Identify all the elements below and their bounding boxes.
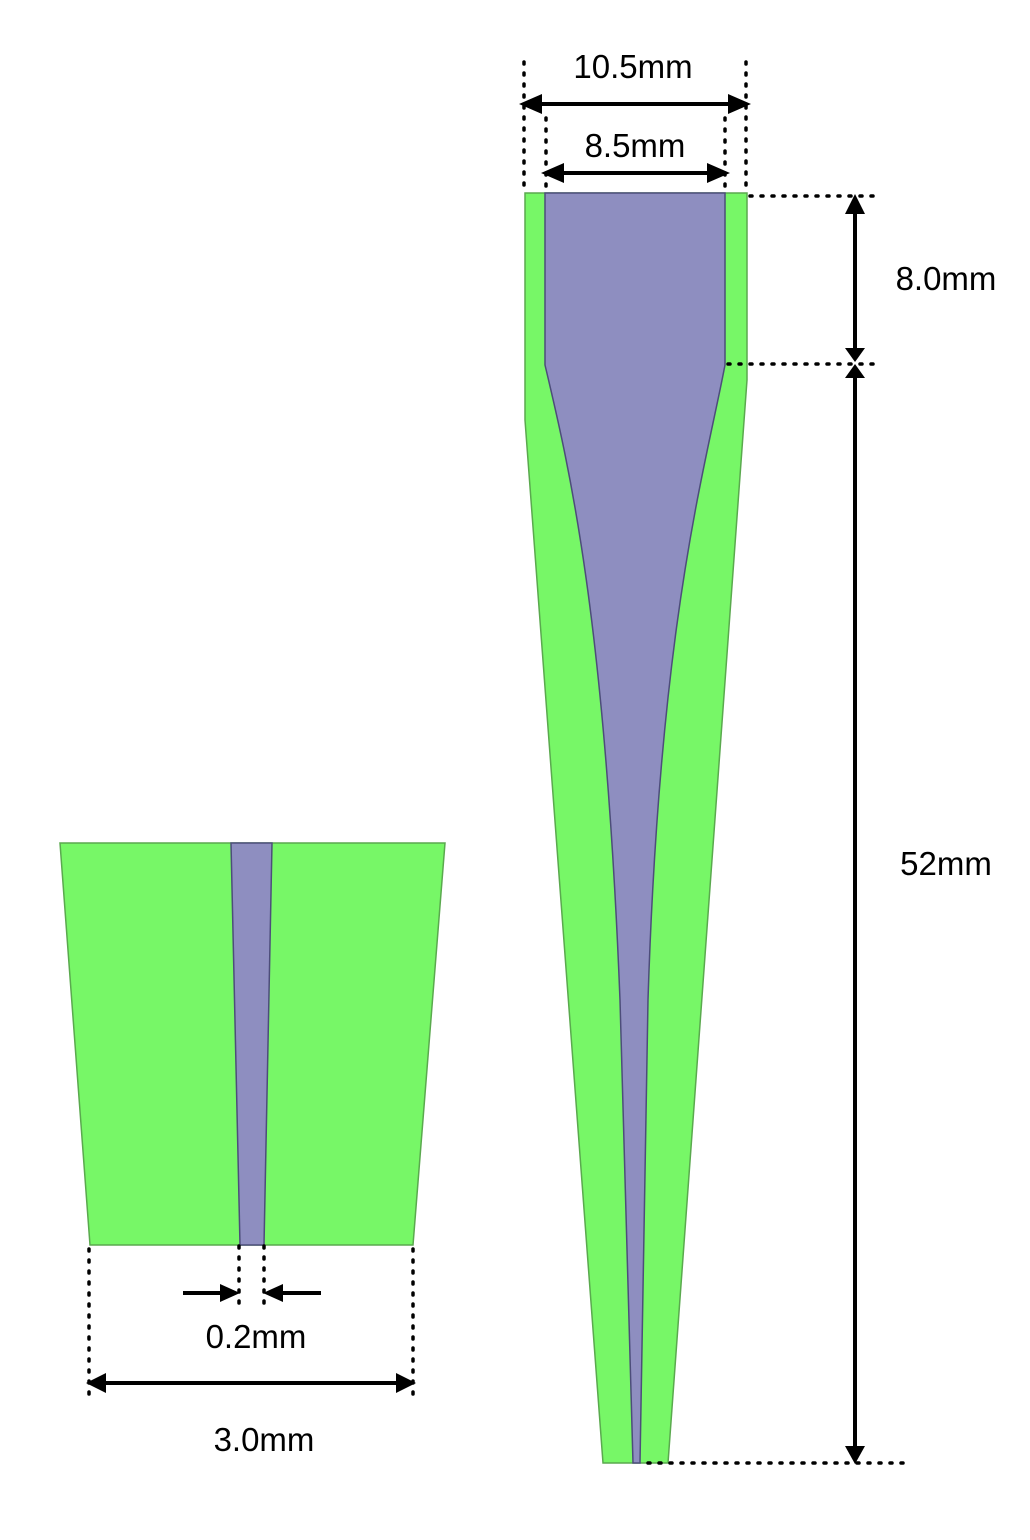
tip-inner-width-dimension: 0.2mm	[183, 1244, 321, 1355]
outer-top-width-label: 10.5mm	[573, 48, 692, 85]
inner-top-width-dimension: 8.5mm	[541, 116, 730, 192]
tip-outer-width-label: 3.0mm	[214, 1421, 315, 1458]
tip-outer-width-dimension: 3.0mm	[86, 1247, 416, 1458]
taper-length-label: 52mm	[900, 845, 992, 882]
tip-inner-lumen	[544, 192, 726, 1464]
top-section-length-dimension: 8.0mm	[726, 194, 997, 366]
tip-inner-width-label: 0.2mm	[206, 1318, 307, 1355]
taper-length-dimension: 52mm	[646, 364, 992, 1465]
top-section-length-label: 8.0mm	[896, 260, 997, 297]
tip-closeup-cross-section	[59, 842, 446, 1246]
inner-top-width-label: 8.5mm	[585, 127, 686, 164]
outer-top-width-dimension: 10.5mm	[519, 48, 751, 192]
full-tip-cross-section	[524, 192, 748, 1464]
